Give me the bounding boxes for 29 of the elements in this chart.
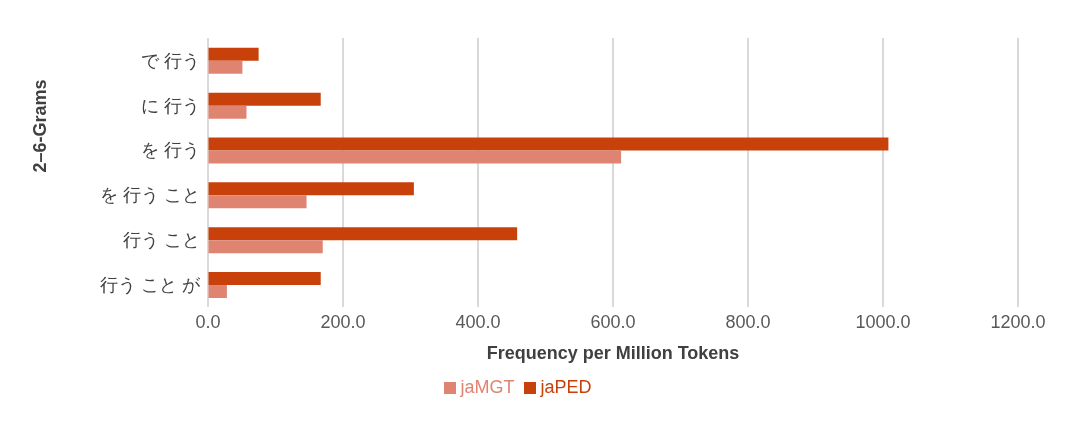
bar	[208, 272, 321, 286]
y-tick-label: を 行う	[140, 140, 200, 161]
bar	[208, 137, 889, 151]
bar	[208, 47, 259, 61]
bar	[208, 60, 243, 74]
bar	[208, 182, 414, 196]
legend-label: jaMGT	[460, 377, 515, 397]
y-tick-label: で 行う	[140, 50, 200, 71]
bar	[208, 150, 622, 164]
y-tick-label: を 行う こと	[99, 185, 200, 206]
y-axis-title: 2–6-Grams	[30, 79, 51, 173]
y-tick-label: に 行う	[140, 95, 200, 116]
bar	[208, 92, 321, 106]
x-tick-label: 1000.0	[855, 311, 911, 332]
bar	[208, 240, 323, 254]
x-tick-label: 600.0	[590, 311, 636, 332]
bar	[208, 285, 227, 299]
y-tick-label: 行う こと が	[99, 274, 201, 295]
legend-label: jaPED	[540, 377, 592, 397]
x-tick-label: 0.0	[195, 311, 221, 332]
x-tick-label: 800.0	[725, 311, 771, 332]
x-tick-label: 1200.0	[990, 311, 1046, 332]
y-tick-label: 行う こと	[122, 230, 200, 251]
bar	[208, 195, 307, 209]
x-axis-title: Frequency per Million Tokens	[486, 343, 740, 363]
x-tick-label: 200.0	[320, 311, 366, 332]
bar	[208, 105, 247, 119]
bar	[208, 227, 518, 241]
x-tick-label: 400.0	[455, 311, 501, 332]
